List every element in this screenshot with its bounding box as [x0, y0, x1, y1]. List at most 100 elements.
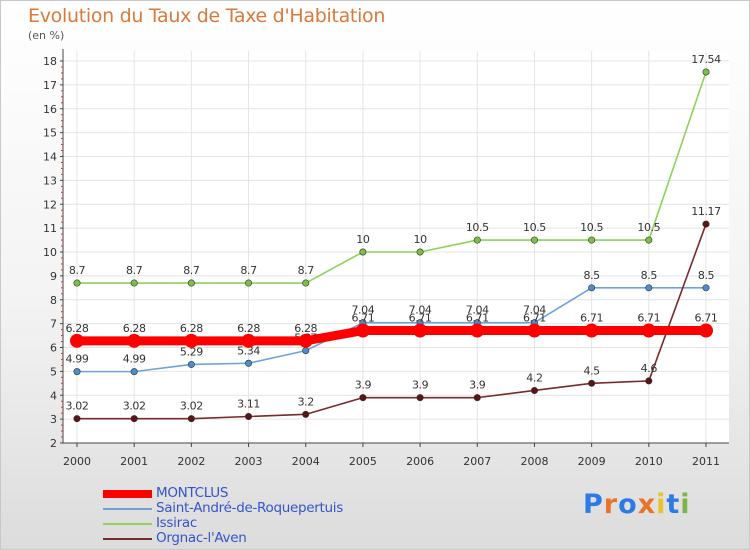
- data-label: 10.5: [466, 221, 489, 234]
- data-label: 11.17: [691, 205, 721, 218]
- data-point: [588, 236, 596, 244]
- data-point: [584, 323, 599, 338]
- data-point: [184, 333, 199, 348]
- y-tick-label: 7: [50, 318, 57, 331]
- data-label: 6.71: [695, 312, 718, 325]
- data-point: [298, 333, 313, 348]
- data-label: 10.5: [637, 221, 660, 234]
- legend-swatch: [103, 490, 152, 498]
- data-point: [527, 323, 542, 338]
- data-point: [245, 279, 253, 287]
- series-line: [77, 223, 707, 420]
- y-tick-label: 2: [50, 437, 57, 450]
- data-label: 8.7: [183, 264, 200, 277]
- data-label: 8.7: [240, 264, 257, 277]
- logo-letter: x: [637, 489, 657, 520]
- data-label: 10.5: [523, 221, 546, 234]
- legend-label: Issirac: [156, 515, 197, 531]
- data-point: [130, 368, 138, 376]
- data-label: 7.04: [351, 304, 374, 317]
- data-label: 6.71: [351, 312, 374, 325]
- series-line: [77, 326, 706, 346]
- data-label: 8.7: [298, 264, 315, 277]
- data-point: [413, 323, 428, 338]
- x-tick-label: 2002: [177, 455, 205, 468]
- data-point: [416, 394, 424, 402]
- data-point: [73, 415, 81, 423]
- data-label: 4.2: [526, 371, 542, 384]
- data-label: 6.71: [523, 312, 546, 325]
- data-point: [359, 248, 367, 256]
- chart-subtitle: (en %): [28, 29, 65, 42]
- y-tick-label: 18: [43, 55, 57, 68]
- data-point: [70, 333, 84, 348]
- data-point: [645, 377, 653, 385]
- logo-letter: t: [666, 489, 681, 520]
- x-tick-label: 2011: [692, 455, 720, 468]
- y-tick-label: 4: [50, 389, 57, 402]
- data-label: 6.28: [294, 322, 317, 335]
- x-tick-label: 2005: [349, 455, 377, 468]
- logo-letter: r: [603, 489, 619, 520]
- data-label: 7.04: [466, 304, 489, 317]
- data-point: [302, 347, 310, 355]
- data-label: 6.71: [637, 312, 660, 325]
- data-label: 10: [356, 233, 370, 246]
- data-label: 6.71: [580, 312, 603, 325]
- data-label: 5.34: [237, 344, 260, 357]
- data-label: 6.28: [237, 322, 260, 335]
- logo-letter: i: [680, 489, 691, 520]
- series-line: [77, 71, 707, 284]
- data-point: [302, 279, 310, 287]
- data-label: 8.7: [69, 264, 86, 277]
- data-label: 4.6: [641, 362, 658, 375]
- data-label: 6.71: [466, 312, 489, 325]
- y-tick-label: 3: [50, 413, 57, 426]
- data-point: [416, 248, 424, 256]
- x-tick-label: 2010: [635, 455, 663, 468]
- data-label: 4.99: [66, 353, 89, 366]
- legend-label: MONTCLUS: [156, 485, 229, 501]
- data-point: [359, 394, 367, 402]
- data-point: [187, 279, 195, 287]
- data-label: 8.5: [641, 269, 658, 282]
- data-label: 3.9: [355, 379, 372, 392]
- y-tick-label: 13: [43, 174, 57, 187]
- y-tick-label: 14: [43, 151, 57, 164]
- x-tick-label: 2000: [63, 455, 91, 468]
- data-label: 6.28: [66, 322, 89, 335]
- legend-swatch: [103, 508, 152, 510]
- data-label: 8.5: [583, 269, 600, 282]
- legend-swatch: [103, 523, 152, 525]
- data-label: 6.71: [409, 312, 432, 325]
- data-point: [470, 323, 485, 338]
- logo-letter: P: [583, 489, 604, 520]
- data-point: [130, 415, 138, 423]
- data-point: [355, 323, 370, 338]
- data-point: [702, 220, 710, 228]
- series-line: [77, 287, 706, 373]
- legend-label: Saint-André-de-Roquepertuis: [156, 500, 343, 516]
- data-label: 4.5: [583, 364, 600, 377]
- y-tick-label: 5: [50, 365, 57, 378]
- data-point: [588, 379, 596, 387]
- data-label: 3.9: [469, 379, 486, 392]
- data-label: 7.04: [409, 304, 432, 317]
- data-point: [588, 284, 596, 292]
- data-point: [645, 236, 653, 244]
- x-tick-label: 2006: [406, 455, 434, 468]
- y-tick-label: 9: [50, 270, 57, 283]
- plot-area: [63, 51, 729, 443]
- data-label: 6.28: [123, 322, 146, 335]
- data-point: [702, 284, 710, 292]
- chart-title: Evolution du Taux de Taxe d'Habitation: [28, 5, 386, 27]
- data-point: [73, 368, 81, 376]
- data-point: [645, 284, 653, 292]
- x-tick-label: 2004: [292, 455, 320, 468]
- data-point: [245, 412, 253, 420]
- data-point: [127, 333, 142, 348]
- x-tick-label: 2008: [520, 455, 548, 468]
- y-tick-label: 16: [43, 103, 57, 116]
